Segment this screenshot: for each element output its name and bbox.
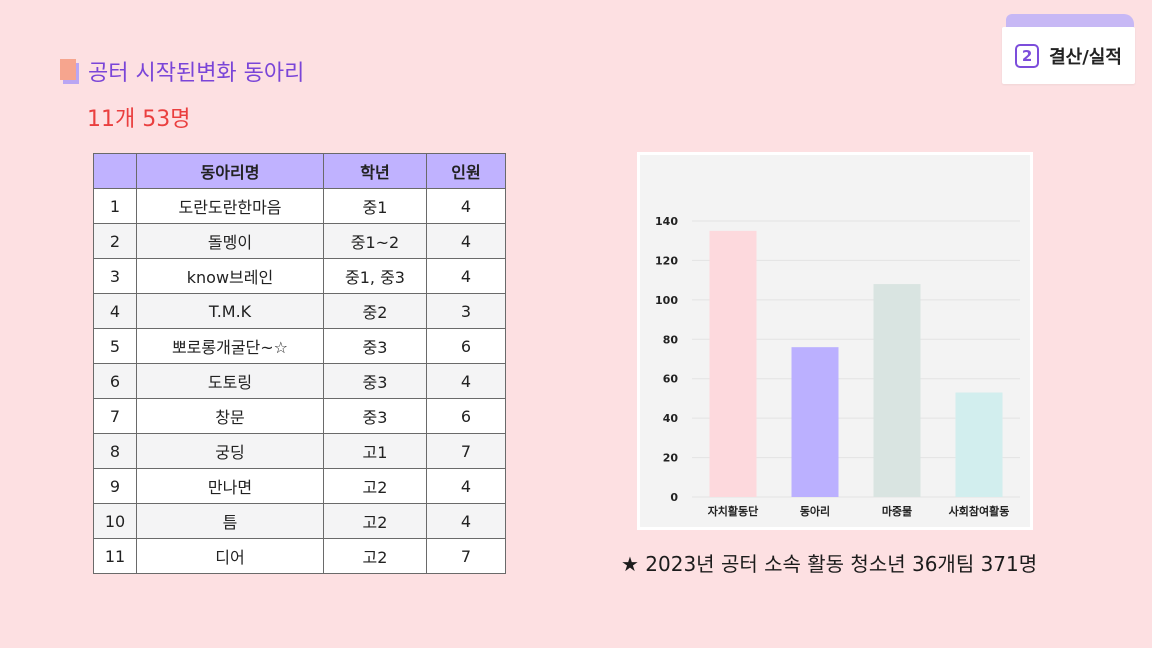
table-row: 3 know브레인 중1, 중3 4 — [93, 258, 506, 294]
cell-grade: 고2 — [323, 538, 427, 574]
cell-grade: 중3 — [323, 328, 427, 364]
cell-members: 4 — [426, 363, 506, 399]
table-row: 1 도란도란한마음 중1 4 — [93, 188, 506, 224]
cell-grade: 중2 — [323, 293, 427, 329]
y-tick-label: 40 — [663, 412, 679, 425]
cell-club-name: 틈 — [136, 503, 324, 539]
title-block: 공터 시작된변화 동아리 — [60, 55, 304, 87]
cell-club-name: 도토링 — [136, 363, 324, 399]
header-number — [93, 153, 137, 189]
table-row: 8 궁딩 고1 7 — [93, 433, 506, 469]
table-row: 7 창문 중3 6 — [93, 398, 506, 434]
x-tick-label: 사회참여활동 — [949, 504, 1010, 518]
footnote: ★ 2023년 공터 소속 활동 청소년 36개팀 371명 — [621, 552, 1038, 576]
cell-number: 2 — [93, 223, 137, 259]
table-row: 5 뽀로롱개굴단~☆ 중3 6 — [93, 328, 506, 364]
cell-number: 3 — [93, 258, 137, 294]
cell-club-name: 돌멩이 — [136, 223, 324, 259]
cell-members: 4 — [426, 188, 506, 224]
cell-grade: 고2 — [323, 503, 427, 539]
bar — [955, 392, 1003, 497]
section-number: 2 — [1015, 43, 1040, 68]
section-badge: 2 결산/실적 — [1002, 27, 1135, 84]
y-tick-label: 80 — [663, 333, 679, 346]
y-tick-label: 0 — [670, 491, 678, 504]
header-grade: 학년 — [323, 153, 427, 189]
cell-members: 4 — [426, 468, 506, 504]
y-tick-label: 140 — [655, 215, 678, 228]
section-label: 결산/실적 — [1049, 46, 1122, 68]
cell-number: 8 — [93, 433, 137, 469]
cell-number: 5 — [93, 328, 137, 364]
cell-grade: 중1 — [323, 188, 427, 224]
header-club-name: 동아리명 — [136, 153, 324, 189]
cell-number: 6 — [93, 363, 137, 399]
cell-members: 7 — [426, 433, 506, 469]
cell-number: 10 — [93, 503, 137, 539]
y-tick-label: 20 — [663, 452, 679, 465]
bar — [709, 230, 757, 497]
cell-club-name: T.M.K — [136, 293, 324, 329]
header-members: 인원 — [426, 153, 506, 189]
table-row: 6 도토링 중3 4 — [93, 363, 506, 399]
cell-grade: 중1, 중3 — [323, 258, 427, 294]
x-tick-label: 마중물 — [882, 504, 912, 518]
table-header-row: 동아리명 학년 인원 — [93, 153, 506, 189]
cell-grade: 중1~2 — [323, 223, 427, 259]
cell-club-name: 궁딩 — [136, 433, 324, 469]
cell-grade: 중3 — [323, 363, 427, 399]
cell-club-name: 뽀로롱개굴단~☆ — [136, 328, 324, 364]
page-title: 공터 시작된변화 동아리 — [88, 61, 305, 86]
cell-number: 4 — [93, 293, 137, 329]
table-row: 11 디어 고2 7 — [93, 538, 506, 574]
bar-chart: 0 20 40 60 80 100 120 140 자치활동단 동아리 마중물 사회참여활동 — [637, 152, 1033, 530]
cell-club-name: know브레인 — [136, 258, 324, 294]
table-row: 9 만나면 고2 4 — [93, 468, 506, 504]
bar-chart-svg: 0 20 40 60 80 100 120 140 자치활동단 동아리 마중물 사회참여활동 — [655, 215, 1020, 518]
cell-number: 1 — [93, 188, 137, 224]
cell-grade: 중3 — [323, 398, 427, 434]
x-tick-label: 자치활동단 — [708, 504, 759, 518]
cell-members: 4 — [426, 258, 506, 294]
cell-members: 3 — [426, 293, 506, 329]
y-tick-label: 120 — [655, 254, 678, 267]
cell-number: 9 — [93, 468, 137, 504]
cell-members: 6 — [426, 328, 506, 364]
bar — [873, 284, 921, 497]
cell-club-name: 창문 — [136, 398, 324, 434]
cell-grade: 고2 — [323, 468, 427, 504]
cell-members: 4 — [426, 503, 506, 539]
cell-number: 11 — [93, 538, 137, 574]
cell-number: 7 — [93, 398, 137, 434]
cell-members: 7 — [426, 538, 506, 574]
cell-members: 6 — [426, 398, 506, 434]
table-row: 4 T.M.K 중2 3 — [93, 293, 506, 329]
page-subtitle: 11개 53명 — [87, 107, 191, 132]
cell-members: 4 — [426, 223, 506, 259]
cell-grade: 고1 — [323, 433, 427, 469]
title-marker-icon — [60, 58, 79, 84]
cell-club-name: 도란도란한마음 — [136, 188, 324, 224]
clubs-table: 동아리명 학년 인원 1 도란도란한마음 중1 4 2 돌멩이 중1~2 4 3 know브레인 중… — [93, 153, 506, 574]
y-tick-label: 100 — [655, 294, 678, 307]
x-tick-label: 동아리 — [800, 504, 830, 518]
bar — [791, 347, 839, 497]
y-tick-label: 60 — [663, 373, 679, 386]
cell-club-name: 디어 — [136, 538, 324, 574]
table-row: 2 돌멩이 중1~2 4 — [93, 223, 506, 259]
table-row: 10 틈 고2 4 — [93, 503, 506, 539]
cell-club-name: 만나면 — [136, 468, 324, 504]
